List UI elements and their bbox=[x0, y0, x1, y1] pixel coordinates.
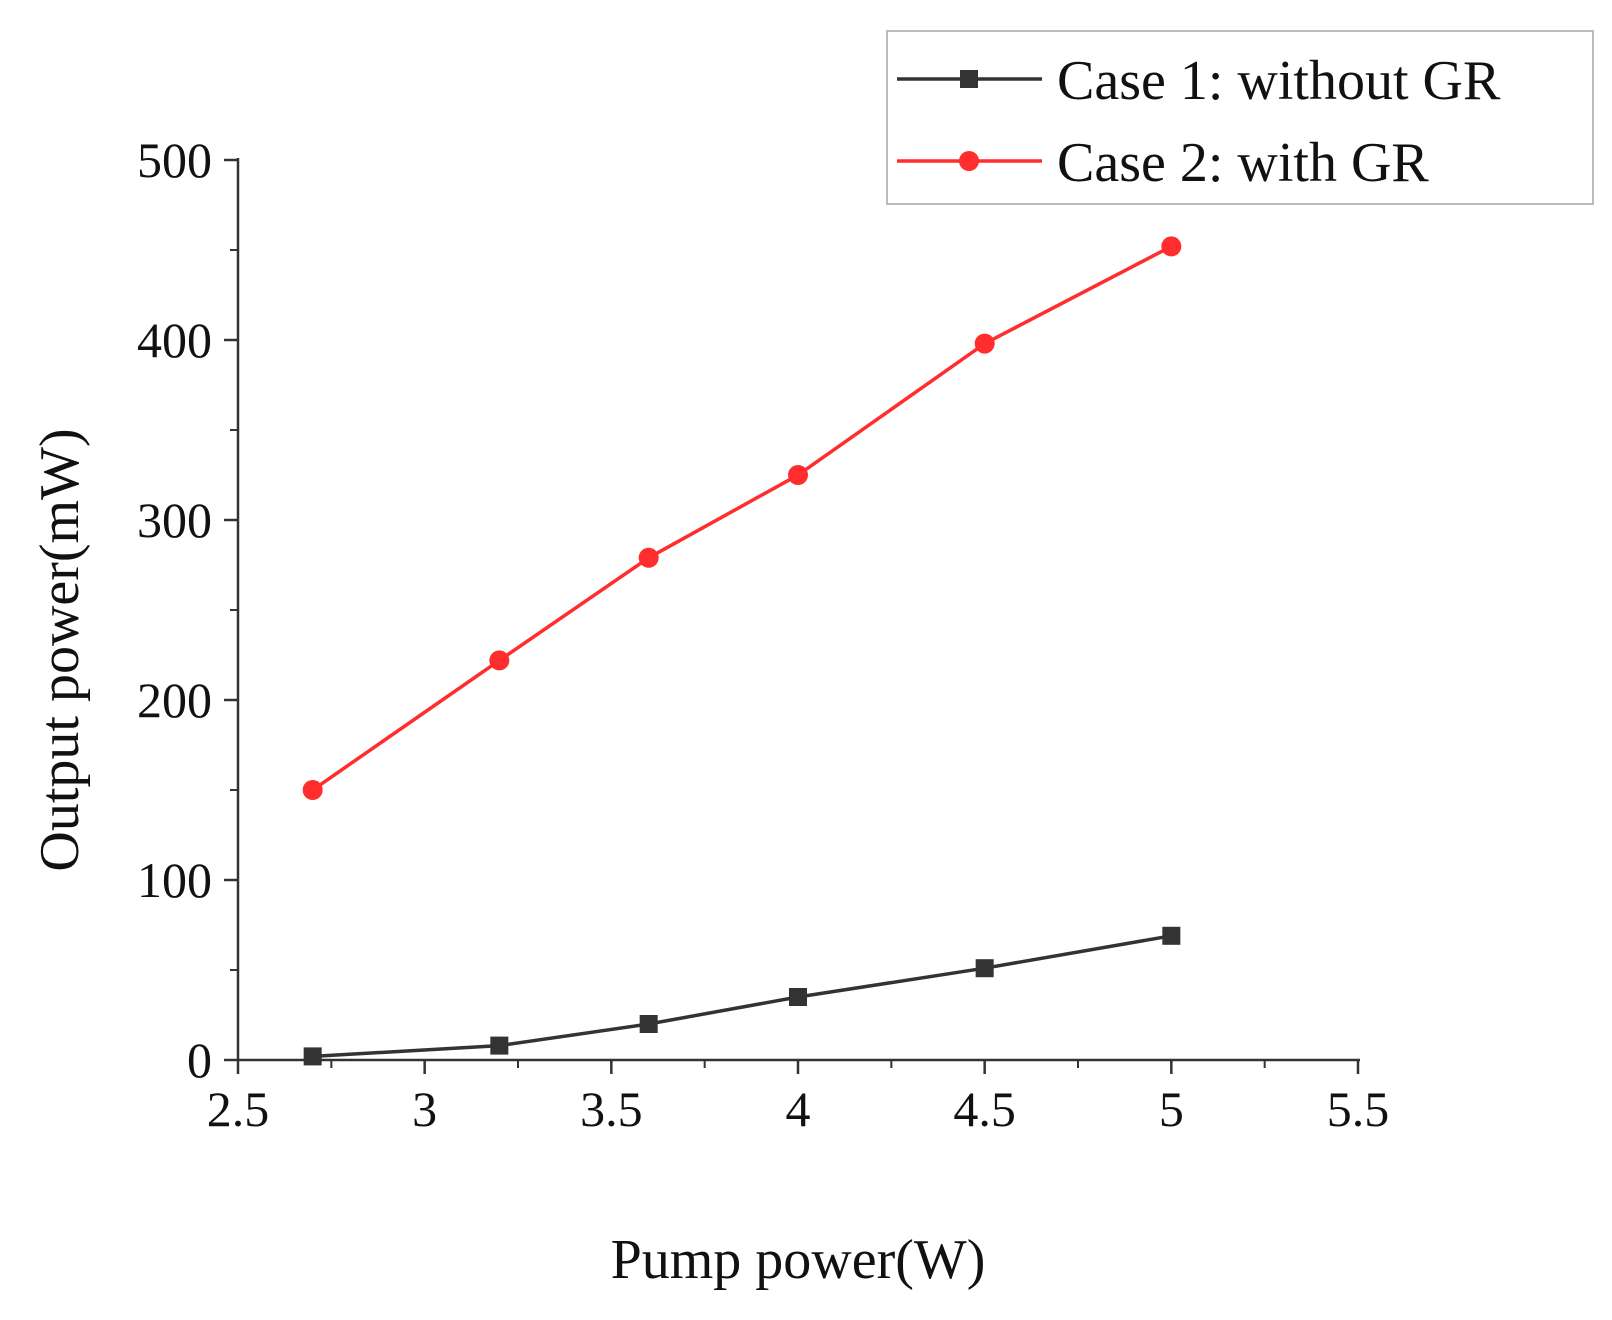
data-point bbox=[788, 465, 808, 485]
x-axis-label: Pump power(W) bbox=[611, 1229, 986, 1291]
x-tick-label: 5.5 bbox=[1327, 1081, 1390, 1137]
axes: 2.5 3 3.5 4 4.5 5 5.5 0 100 200 300 400 500 bbox=[137, 132, 1389, 1137]
data-point bbox=[789, 988, 807, 1006]
legend-item: Case 1: without GR bbox=[897, 50, 1501, 112]
legend-items: Case 1: without GR Case 2: with GR bbox=[897, 50, 1501, 194]
data-point bbox=[303, 1047, 322, 1066]
series-line bbox=[311, 244, 1173, 792]
y-tick-label: 300 bbox=[137, 492, 212, 548]
x-tick-label: 2.5 bbox=[207, 1081, 270, 1137]
x-tick-label: 3 bbox=[412, 1081, 437, 1137]
y-axis-label: Output power(mW) bbox=[29, 428, 91, 871]
legend: Case 1: without GR Case 2: with GR bbox=[886, 30, 1594, 205]
y-axis-ticks: 0 100 200 300 400 500 bbox=[137, 132, 238, 1088]
y-tick-label: 500 bbox=[137, 132, 212, 188]
legend-label: Case 1: without GR bbox=[1057, 50, 1501, 112]
legend-marker bbox=[959, 151, 979, 171]
series-1 bbox=[303, 926, 1181, 1066]
x-tick-label: 4.5 bbox=[953, 1081, 1016, 1137]
series-2 bbox=[302, 236, 1182, 800]
data-point bbox=[639, 1015, 658, 1033]
series-line bbox=[312, 934, 1172, 1059]
legend-item: Case 2: with GR bbox=[897, 132, 1429, 194]
y-tick-label: 400 bbox=[137, 312, 212, 368]
data-point bbox=[975, 959, 994, 978]
x-tick-label: 5 bbox=[1159, 1081, 1184, 1137]
data-point bbox=[1162, 926, 1181, 945]
x-tick-label: 3.5 bbox=[580, 1081, 643, 1137]
data-point bbox=[302, 780, 323, 800]
y-tick-label: 100 bbox=[137, 852, 212, 908]
data-series bbox=[302, 236, 1182, 1066]
y-tick-label: 200 bbox=[137, 672, 212, 728]
x-axis-ticks: 2.5 3 3.5 4 4.5 5 5.5 bbox=[207, 1060, 1390, 1137]
legend-label: Case 2: with GR bbox=[1057, 132, 1429, 194]
data-point bbox=[1161, 236, 1182, 257]
legend-marker bbox=[960, 70, 978, 88]
data-point bbox=[638, 547, 659, 568]
data-point bbox=[974, 333, 995, 354]
y-tick-label: 0 bbox=[187, 1032, 212, 1088]
legend-box bbox=[886, 30, 1594, 205]
data-point bbox=[490, 1036, 509, 1055]
data-point bbox=[489, 650, 510, 671]
x-tick-label: 4 bbox=[786, 1081, 811, 1137]
